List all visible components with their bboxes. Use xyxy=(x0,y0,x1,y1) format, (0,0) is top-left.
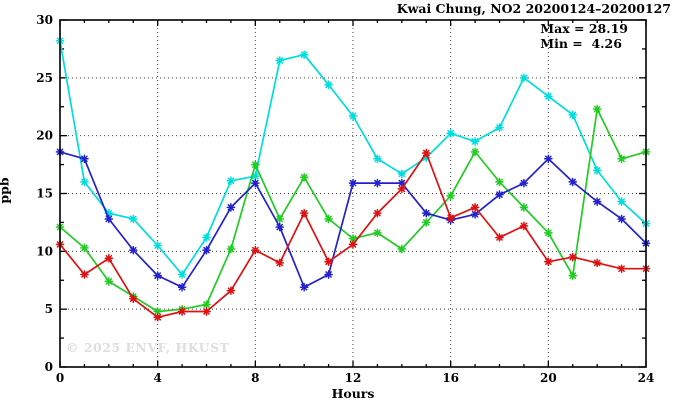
x-tick-label-4: 4 xyxy=(153,371,161,385)
series-green-line xyxy=(59,108,647,313)
y-tick-label-30: 30 xyxy=(36,13,53,27)
x-tick-label-24: 24 xyxy=(638,371,655,385)
min-value-label: Min = 4.26 xyxy=(540,35,622,51)
max-min-annotation: Max = 28.19 Min = 4.26 xyxy=(540,21,628,52)
x-tick-label-0: 0 xyxy=(56,371,64,385)
x-tick-label-12: 12 xyxy=(345,371,362,385)
watermark-text: © 2025 ENVF, HKUST xyxy=(66,340,230,355)
y-tick-label-20: 20 xyxy=(36,129,53,143)
x-tick-label-8: 8 xyxy=(251,371,259,385)
max-value-label: Max = 28.19 xyxy=(540,21,628,36)
x-tick-label-20: 20 xyxy=(540,371,557,385)
plot-frame xyxy=(59,19,647,368)
x-axis-label: Hours xyxy=(331,386,375,401)
y-tick-label-15: 15 xyxy=(36,187,53,201)
y-tick-label-5: 5 xyxy=(45,302,53,316)
x-tick-label-16: 16 xyxy=(442,371,459,385)
y-tick-label-10: 10 xyxy=(36,244,53,258)
y-tick-label-25: 25 xyxy=(36,71,53,85)
y-tick-label-0: 0 xyxy=(45,360,53,374)
chart-title: Kwai Chung, NO2 20200124–20200127 xyxy=(396,1,671,16)
y-axis-label: ppb xyxy=(0,177,12,204)
